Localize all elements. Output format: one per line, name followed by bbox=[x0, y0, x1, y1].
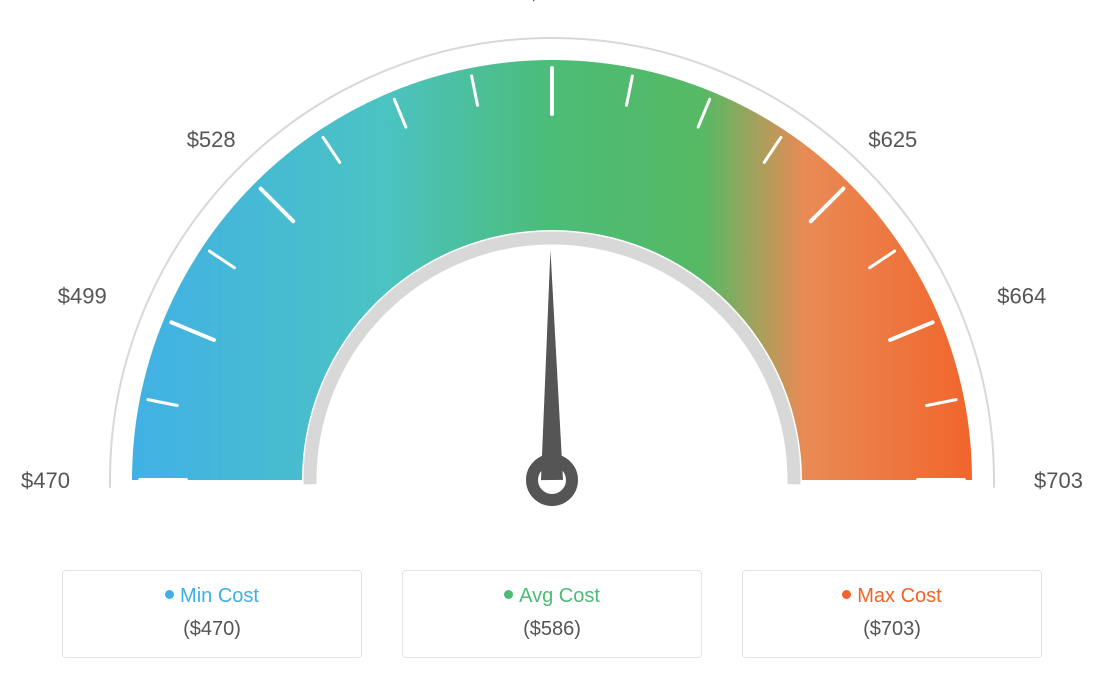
legend-title-min: Min Cost bbox=[63, 585, 361, 608]
svg-text:$586: $586 bbox=[528, 0, 577, 5]
legend-title-avg: Avg Cost bbox=[403, 585, 701, 608]
legend-label-max: Max Cost bbox=[857, 585, 941, 607]
svg-text:$664: $664 bbox=[997, 284, 1046, 309]
svg-text:$625: $625 bbox=[868, 127, 917, 152]
svg-text:$528: $528 bbox=[187, 127, 236, 152]
legend-value-min: ($470) bbox=[63, 618, 361, 641]
legend-label-min: Min Cost bbox=[180, 585, 259, 607]
legend-value-max: ($703) bbox=[743, 618, 1041, 641]
legend-label-avg: Avg Cost bbox=[519, 585, 600, 607]
legend-card-max: Max Cost ($703) bbox=[742, 570, 1042, 658]
legend-dot-max bbox=[842, 590, 851, 599]
gauge-chart: $470 $499 $528 $586 $625 $664 $703 bbox=[0, 0, 1104, 560]
svg-text:$703: $703 bbox=[1034, 468, 1083, 493]
legend-title-max: Max Cost bbox=[743, 585, 1041, 608]
legend-card-min: Min Cost ($470) bbox=[62, 570, 362, 658]
gauge-svg: $470 $499 $528 $586 $625 $664 $703 bbox=[0, 0, 1104, 560]
legend-dot-min bbox=[165, 590, 174, 599]
svg-text:$470: $470 bbox=[21, 468, 70, 493]
svg-text:$499: $499 bbox=[58, 284, 107, 309]
legend-dot-avg bbox=[504, 590, 513, 599]
legend-row: Min Cost ($470) Avg Cost ($586) Max Cost… bbox=[0, 570, 1104, 658]
legend-value-avg: ($586) bbox=[403, 618, 701, 641]
legend-card-avg: Avg Cost ($586) bbox=[402, 570, 702, 658]
